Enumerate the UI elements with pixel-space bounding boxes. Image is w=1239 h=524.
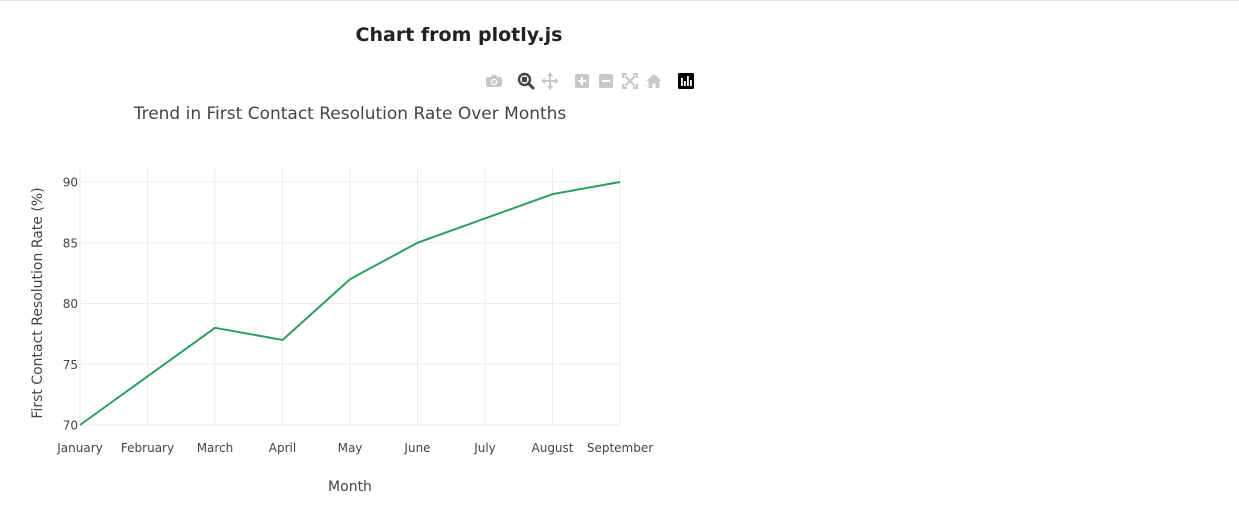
y-tick-label: 85 <box>63 236 78 250</box>
x-tick-label: March <box>197 441 234 455</box>
x-tick-label: June <box>403 441 430 455</box>
y-tick-label: 90 <box>63 176 78 190</box>
data-point[interactable] <box>211 324 219 332</box>
y-axis-ticks: 70 75 80 85 90 <box>63 176 78 433</box>
y-tick-label: 70 <box>63 419 78 433</box>
series-line[interactable] <box>79 181 621 426</box>
x-tick-label: February <box>121 441 174 455</box>
x-tick-label: August <box>532 441 574 455</box>
page-title: Chart from plotly.js <box>355 24 563 46</box>
series-layer[interactable] <box>76 178 624 429</box>
data-point[interactable] <box>144 372 152 380</box>
zoom-out-icon[interactable] <box>596 71 616 91</box>
top-divider <box>0 0 1239 1</box>
zoom-in-icon[interactable] <box>572 71 592 91</box>
x-axis-label: Month <box>328 479 372 495</box>
x-tick-label: September <box>587 441 653 455</box>
pan-icon[interactable] <box>540 71 560 91</box>
x-tick-label: April <box>269 441 296 455</box>
plotly-logo-icon[interactable] <box>676 71 696 91</box>
x-axis-ticks: January February March April May June July Augu… <box>56 441 653 455</box>
home-icon[interactable] <box>644 71 664 91</box>
autoscale-icon[interactable] <box>620 71 640 91</box>
y-tick-label: 80 <box>63 297 78 311</box>
camera-icon[interactable] <box>484 71 504 91</box>
x-tick-label: July <box>473 441 496 455</box>
data-point[interactable] <box>414 239 422 247</box>
x-tick-label: May <box>338 441 363 455</box>
data-point[interactable] <box>549 190 557 198</box>
data-point[interactable] <box>481 214 489 222</box>
line-chart[interactable]: Trend in First Contact Resolution Rate O… <box>0 0 700 524</box>
data-point[interactable] <box>346 275 354 283</box>
data-point[interactable] <box>279 336 287 344</box>
y-axis-label: First Contact Resolution Rate (%) <box>30 187 46 418</box>
y-tick-label: 75 <box>63 358 78 372</box>
data-point[interactable] <box>616 178 624 186</box>
zoom-icon[interactable] <box>516 71 536 91</box>
grid-lines <box>79 168 621 426</box>
chart-title: Trend in First Contact Resolution Rate O… <box>133 104 567 124</box>
x-tick-label: January <box>56 441 103 455</box>
